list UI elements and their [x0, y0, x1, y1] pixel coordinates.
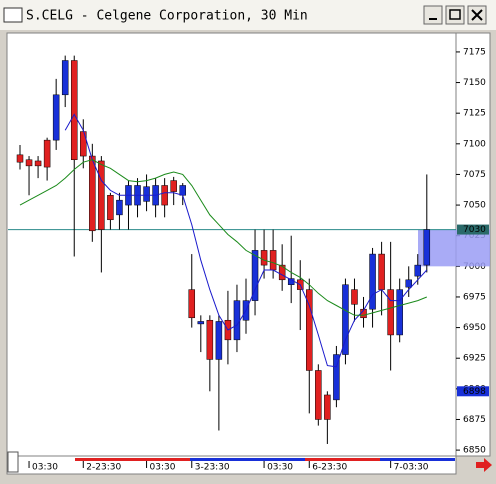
- candle-body: [98, 160, 105, 230]
- candle-body: [89, 155, 96, 232]
- y-tick-label: 6925: [463, 354, 486, 364]
- marked-price-box: [457, 386, 489, 397]
- x-tick-label: 03:30: [267, 463, 293, 473]
- candle-body: [333, 354, 340, 401]
- candle-body: [43, 139, 51, 168]
- candle-body: [107, 195, 114, 221]
- candle-body: [170, 180, 177, 192]
- maximize-icon: [449, 9, 461, 20]
- candle-body: [215, 321, 223, 360]
- moving-average: [64, 113, 428, 368]
- candle-body: [197, 321, 205, 325]
- candle-body: [116, 199, 123, 216]
- candle-body: [251, 250, 259, 301]
- last-price-box: [457, 224, 489, 235]
- moving-average: [19, 159, 427, 316]
- candle-body: [414, 264, 422, 277]
- candle-body: [269, 250, 277, 271]
- candle-body: [233, 300, 241, 341]
- minimize-button[interactable]: [423, 5, 443, 25]
- y-tick-label: 7125: [463, 109, 486, 119]
- maximize-button[interactable]: [445, 5, 465, 25]
- x-tick-label: 6-23:30: [312, 463, 347, 473]
- y-tick-label: 7100: [463, 139, 486, 149]
- candle-body: [206, 319, 214, 360]
- candle-body: [16, 154, 24, 163]
- y-tick-label: 6850: [463, 446, 486, 456]
- y-tick-label: 7075: [463, 170, 486, 180]
- candle-body: [396, 289, 403, 336]
- scroll-arrow[interactable]: [476, 458, 492, 472]
- x-tick-label: 7-03:30: [394, 463, 429, 473]
- candle-body: [70, 60, 78, 160]
- candle-body: [342, 284, 349, 355]
- app-icon: [3, 7, 23, 23]
- candle-body: [324, 394, 331, 420]
- x-tick-label: 3-23:30: [195, 463, 230, 473]
- session-bar: [190, 458, 305, 461]
- x-tick-label: 03:30: [32, 463, 58, 473]
- candle-body: [34, 160, 42, 167]
- y-tick-label: 7050: [463, 201, 486, 211]
- y-tick-label: 7150: [463, 78, 486, 88]
- x-tick-label: 03:30: [150, 463, 176, 473]
- candle-body: [188, 289, 196, 319]
- candle-body: [369, 253, 376, 310]
- window-title: S.CELG - Celgene Corporation, 30 Min: [26, 9, 308, 24]
- candle-body: [161, 185, 168, 206]
- candle-body: [315, 370, 322, 420]
- candle-body: [179, 185, 186, 196]
- y-tick-label: 6950: [463, 323, 486, 333]
- candle-body: [387, 289, 394, 336]
- candle-body: [405, 279, 412, 288]
- window-buttons[interactable]: [423, 5, 487, 25]
- candle-body: [306, 289, 313, 371]
- candle-body: [61, 60, 69, 96]
- y-tick-label: 6875: [463, 415, 486, 425]
- y-tick-label: 6975: [463, 292, 486, 302]
- y-tick-label: 7175: [463, 47, 486, 57]
- plot: 7175715071257100707570507025700069756950…: [8, 47, 490, 473]
- y-tick-label: 7000: [463, 262, 486, 272]
- scroll-thumb[interactable]: [7, 451, 19, 473]
- candle-body: [278, 264, 286, 281]
- last-price-label: 7030: [463, 225, 486, 235]
- candle-body: [378, 253, 385, 290]
- marked-price-label: 6898: [463, 387, 486, 397]
- candle-body: [423, 229, 431, 266]
- session-bar: [305, 458, 380, 461]
- session-bar: [380, 458, 455, 461]
- candle-body: [80, 131, 87, 157]
- session-bar: [75, 458, 190, 461]
- candle-body: [52, 94, 60, 141]
- candle-body: [25, 159, 33, 167]
- candle-body: [260, 250, 268, 266]
- candle-body: [351, 289, 358, 305]
- x-tick-label: 2-23:30: [86, 463, 121, 473]
- candle-body: [143, 186, 150, 202]
- close-icon: [471, 9, 483, 21]
- title-bar: [0, 0, 496, 30]
